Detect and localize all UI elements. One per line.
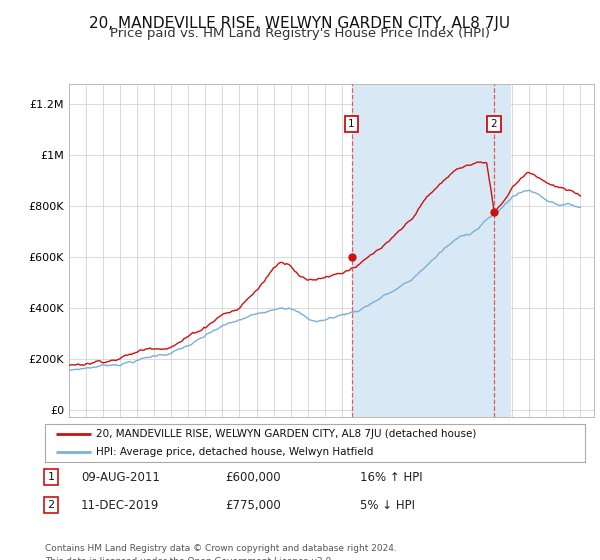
Text: 1: 1	[349, 119, 355, 129]
Text: 1: 1	[47, 472, 55, 482]
Text: 2: 2	[491, 119, 497, 129]
Text: 20, MANDEVILLE RISE, WELWYN GARDEN CITY, AL8 7JU: 20, MANDEVILLE RISE, WELWYN GARDEN CITY,…	[89, 16, 511, 31]
Text: £600,000: £600,000	[225, 470, 281, 484]
Text: 09-AUG-2011: 09-AUG-2011	[81, 470, 160, 484]
Text: HPI: Average price, detached house, Welwyn Hatfield: HPI: Average price, detached house, Welw…	[96, 447, 374, 458]
Text: 16% ↑ HPI: 16% ↑ HPI	[360, 470, 422, 484]
Text: 11-DEC-2019: 11-DEC-2019	[81, 498, 160, 512]
Text: £775,000: £775,000	[225, 498, 281, 512]
Text: Contains HM Land Registry data © Crown copyright and database right 2024.
This d: Contains HM Land Registry data © Crown c…	[45, 544, 397, 560]
Text: 5% ↓ HPI: 5% ↓ HPI	[360, 498, 415, 512]
Bar	[352, 84, 511, 417]
Text: 2: 2	[47, 500, 55, 510]
Text: 20, MANDEVILLE RISE, WELWYN GARDEN CITY, AL8 7JU (detached house): 20, MANDEVILLE RISE, WELWYN GARDEN CITY,…	[96, 429, 476, 439]
Text: Price paid vs. HM Land Registry's House Price Index (HPI): Price paid vs. HM Land Registry's House …	[110, 27, 490, 40]
